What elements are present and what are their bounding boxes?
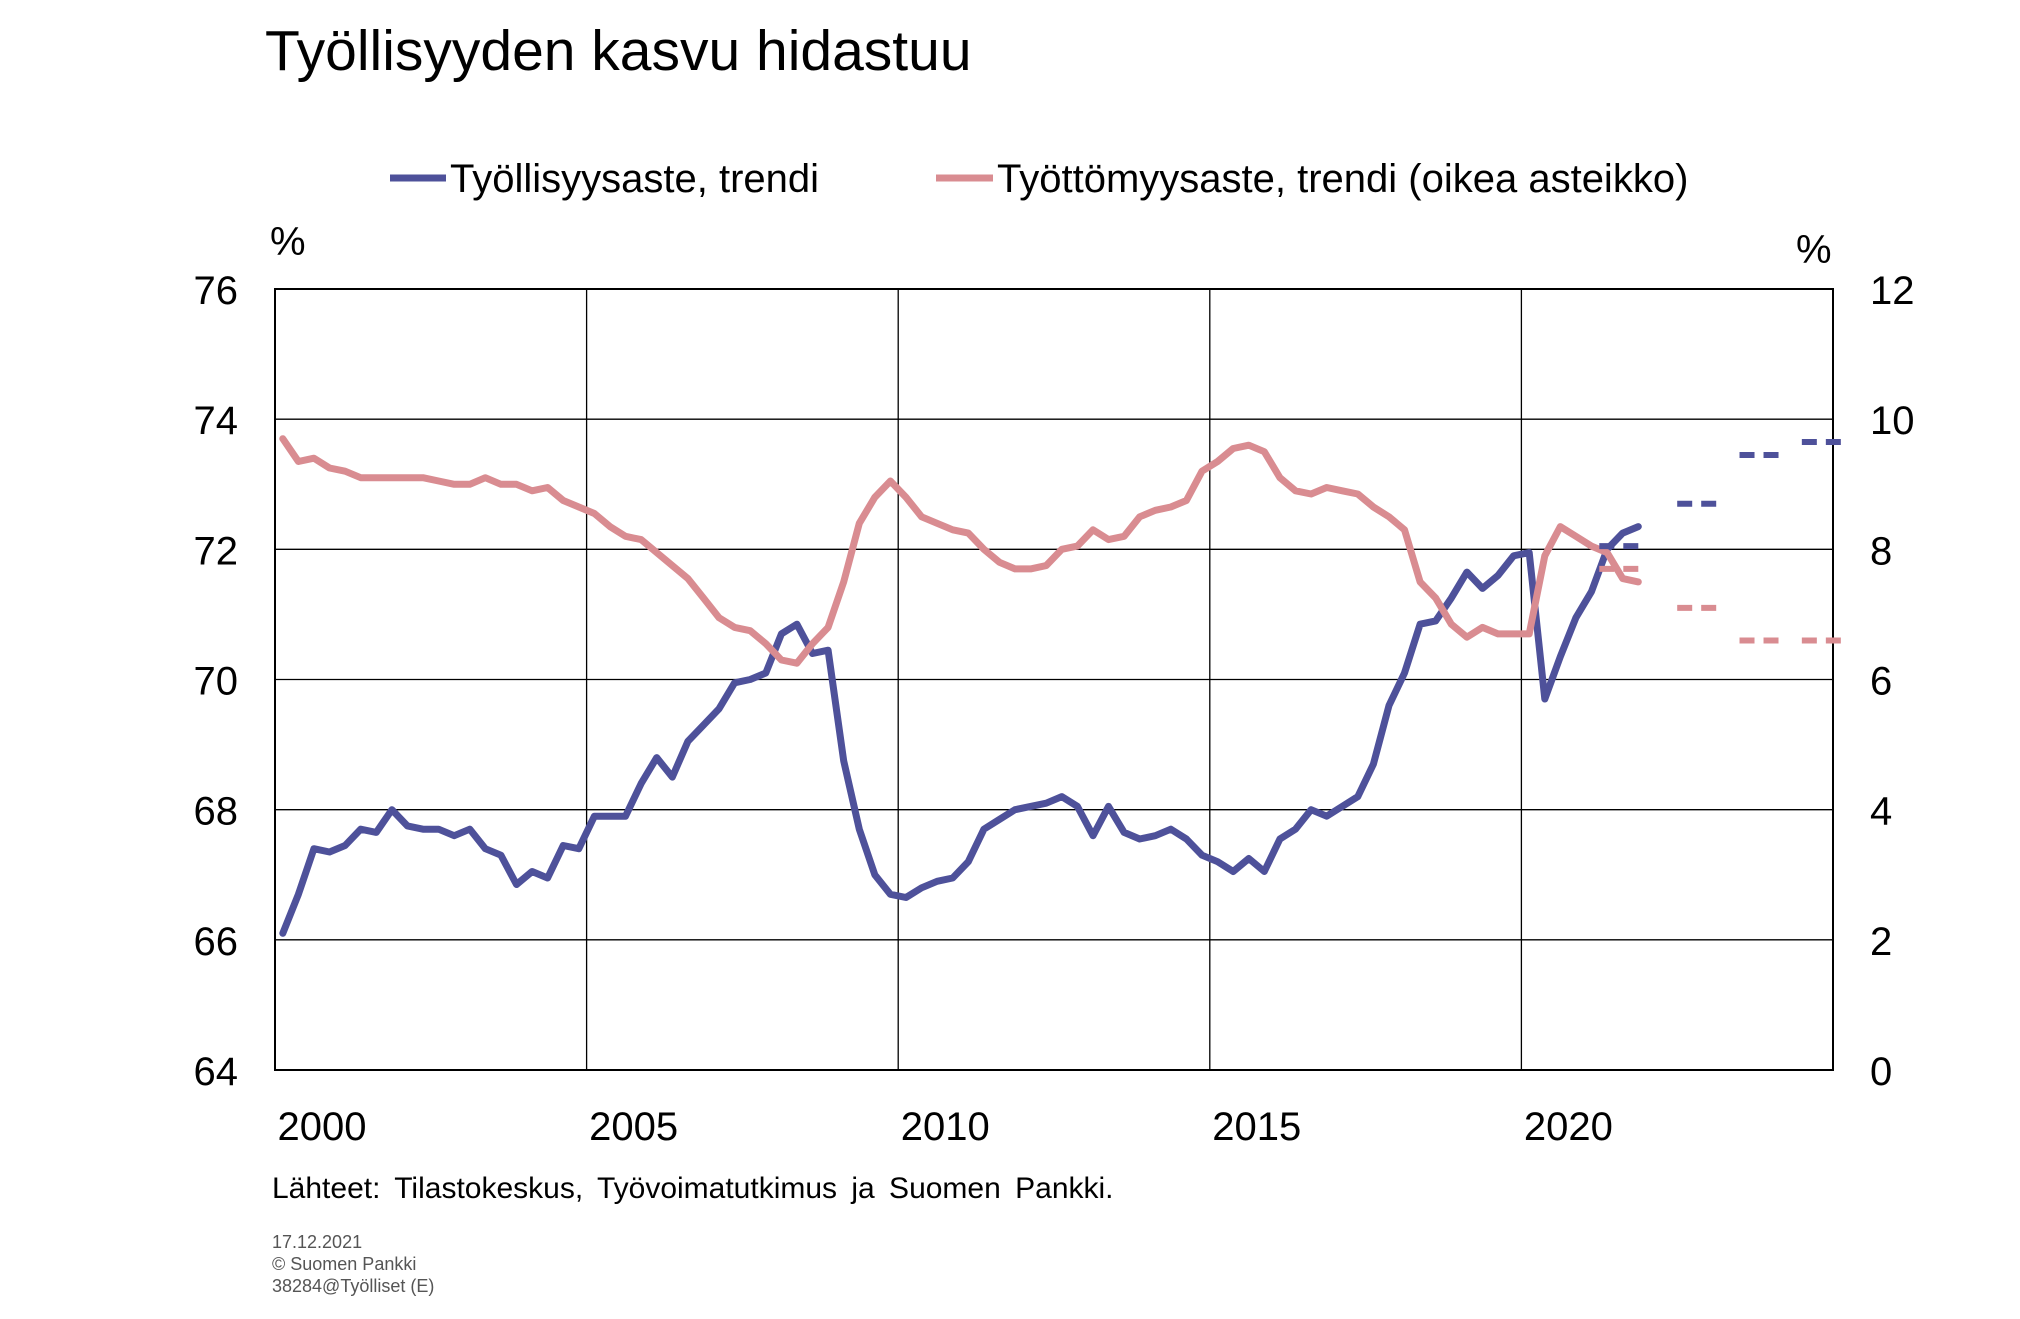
- left-tick-label: 68: [194, 790, 239, 834]
- left-tick-label: 74: [194, 399, 239, 443]
- right-tick-label: 8: [1870, 529, 1892, 573]
- source-note: Lähteet: Tilastokeskus, Työvoimatutkimus…: [272, 1172, 1114, 1205]
- legend-label-employment: Työllisyysaste, trendi: [450, 157, 819, 201]
- plot-frame: [274, 288, 1834, 1071]
- legend-label-unemployment: Työttömyysaste, trendi (oikea asteikko): [997, 157, 1688, 201]
- footer-copyright: © Suomen Pankki: [272, 1254, 417, 1274]
- right-tick-label: 2: [1870, 920, 1892, 964]
- x-tick-label: 2020: [1524, 1105, 1613, 1149]
- left-tick-label: 64: [194, 1050, 239, 1094]
- left-tick-label: 72: [194, 529, 239, 573]
- chart-title: Työllisyyden kasvu hidastuu: [265, 19, 972, 83]
- right-tick-label: 6: [1870, 660, 1892, 704]
- x-tick-label: 2005: [589, 1105, 678, 1149]
- right-tick-label: 12: [1870, 269, 1915, 313]
- footer-date: 17.12.2021: [272, 1232, 363, 1252]
- right-tick-label: 10: [1870, 399, 1915, 443]
- right-tick-label: 4: [1870, 790, 1892, 834]
- left-axis-unit: %: [270, 220, 306, 264]
- legend: Työllisyysaste, trendi Työttömyysaste, t…: [390, 157, 1688, 201]
- unemployment-line: [279, 435, 1642, 667]
- left-tick-label: 76: [194, 269, 239, 313]
- gridlines: [275, 289, 1833, 1070]
- x-tick-label: 2015: [1212, 1105, 1301, 1149]
- left-tick-label: 70: [194, 660, 239, 704]
- x-tick-label: 2010: [901, 1105, 990, 1149]
- series-lines: [279, 435, 1849, 937]
- x-tick-label: 2000: [278, 1105, 367, 1149]
- footer-code: 38284@Työlliset (E): [272, 1276, 435, 1296]
- right-tick-label: 0: [1870, 1050, 1892, 1094]
- right-axis-unit: %: [1796, 228, 1832, 272]
- employment-line: [279, 523, 1642, 937]
- left-tick-label: 66: [194, 920, 239, 964]
